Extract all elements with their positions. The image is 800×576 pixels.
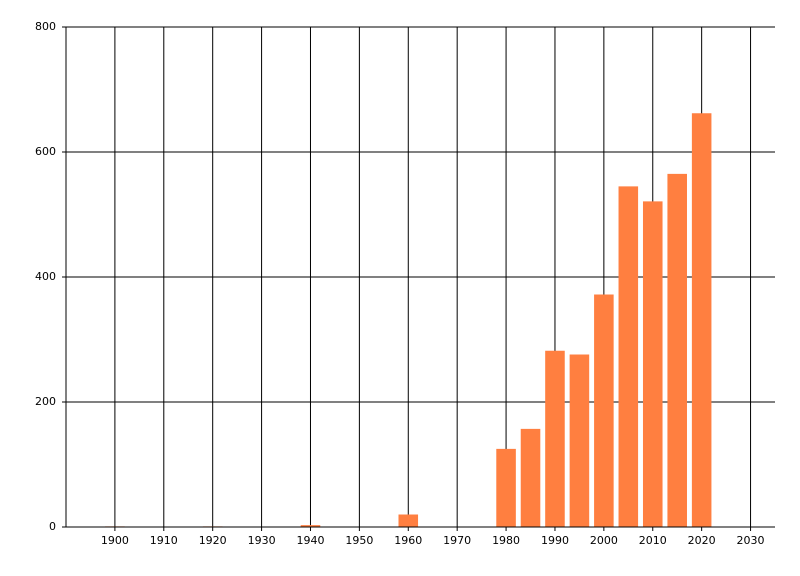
bar [496, 448, 516, 527]
x-tick-label: 1980 [492, 534, 520, 547]
bar [667, 173, 687, 527]
x-tick-label: 2000 [590, 534, 618, 547]
x-tick-label: 2030 [737, 534, 765, 547]
x-tick-label: 1930 [248, 534, 276, 547]
x-tick-label: 1910 [150, 534, 178, 547]
y-tick-label: 800 [35, 20, 56, 33]
y-tick-label: 200 [35, 395, 56, 408]
bar [545, 350, 565, 527]
y-tick-label: 600 [35, 145, 56, 158]
bar [594, 294, 614, 527]
bar [642, 201, 663, 527]
bar [618, 186, 639, 527]
x-tick-label: 1950 [345, 534, 373, 547]
bar [300, 525, 321, 527]
x-tick-label: 1940 [296, 534, 324, 547]
x-tick-label: 1970 [443, 534, 471, 547]
bar [569, 354, 590, 527]
x-tick-label: 1900 [101, 534, 129, 547]
x-tick-label: 1920 [199, 534, 227, 547]
x-tick-label: 1960 [394, 534, 422, 547]
x-tick-label: 2010 [639, 534, 667, 547]
x-tick-label: 1990 [541, 534, 569, 547]
y-tick-label: 400 [35, 270, 56, 283]
bar [520, 428, 541, 527]
y-tick-label: 0 [49, 520, 56, 533]
bar [398, 514, 419, 527]
x-tick-label: 2020 [688, 534, 716, 547]
bar [691, 113, 712, 527]
